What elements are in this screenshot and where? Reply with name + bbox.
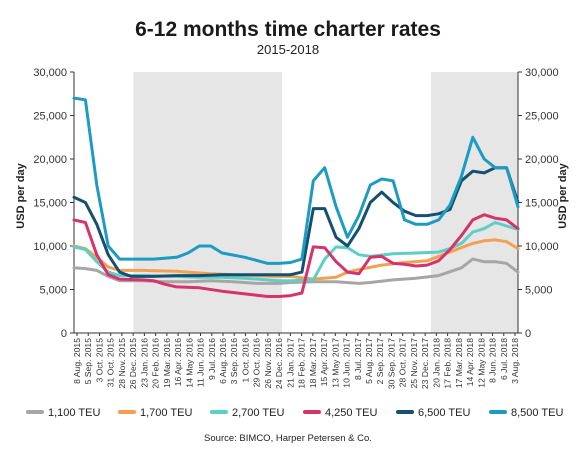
x-tick-label: 13 May 2017 — [330, 338, 340, 388]
y-tick-label-right: 20,000 — [525, 154, 559, 166]
y-tick-label-left: 20,000 — [33, 154, 67, 166]
y-tick-label-left: 15,000 — [33, 198, 67, 210]
y-tick-label-left: 10,000 — [33, 241, 67, 253]
x-tick-label: 10 Jun. 2017 — [342, 338, 352, 388]
x-tick-label: 8 Aug. 2015 — [72, 338, 82, 384]
chart-title: 6-12 months time charter rates — [135, 18, 441, 41]
y-tick-label-right: 15,000 — [525, 198, 559, 210]
x-tick-label: 17 Feb. 2018 — [443, 338, 453, 389]
x-tick-label: 6 Aug. 2016 — [218, 338, 228, 384]
x-tick-label: 14 Apr. 2018 — [465, 338, 475, 386]
x-tick-label: 17 Mar. 2018 — [454, 338, 464, 388]
x-tick-label: 24 Dec. 2016 — [274, 338, 284, 389]
x-tick-label: 16 Apr. 2016 — [173, 338, 183, 386]
legend-label-8-500-teu: 8,500 TEU — [511, 407, 563, 419]
x-tick-label: 14 May 2016 — [184, 338, 194, 388]
series-line-4-250-teu — [72, 213, 520, 298]
x-tick-label: 6 Jul. 2018 — [499, 338, 509, 380]
y-axis-label-right: USD per day — [557, 162, 569, 228]
x-tick-label: 12 May 2018 — [476, 338, 486, 388]
x-tick-label: 18 Mar. 2017 — [308, 338, 318, 388]
y-tick-label-left: 0 — [61, 328, 67, 340]
chart-subtitle: 2015-2018 — [257, 42, 319, 57]
x-tick-label: 23 Dec. 2017 — [420, 338, 430, 389]
x-tick-label: 11 Jun. 2016 — [196, 338, 206, 387]
y-tick-label-left: 5,000 — [39, 285, 67, 297]
y-tick-label-right: 5,000 — [525, 285, 553, 297]
x-tick-label: 26 Dec. 2015 — [128, 338, 138, 389]
series-line-6-500-teu — [72, 166, 520, 278]
legend-label-1-700-teu: 1,700 TEU — [140, 407, 192, 419]
x-tick-label: 15 Apr. 2017 — [319, 338, 329, 386]
x-tick-label: 26 Nov. 2016 — [263, 338, 273, 389]
x-tick-label: 18 Feb. 2017 — [297, 338, 307, 389]
y-tick-label-right: 30,000 — [525, 67, 559, 79]
x-tick-label: 8 Jul. 2017 — [353, 338, 363, 380]
shaded-band-0 — [133, 72, 282, 333]
y-axis-label-left: USD per day — [15, 162, 27, 228]
series-lines — [72, 96, 520, 298]
legend-label-6-500-teu: 6,500 TEU — [418, 407, 470, 419]
x-tick-label: 28 Nov. 2015 — [117, 338, 127, 389]
x-tick-label: 3 Oct. 2015 — [94, 338, 104, 383]
y-tick-label-right: 0 — [525, 328, 531, 340]
series-line-1-100-teu — [72, 257, 520, 285]
x-tick-label: 29 Oct. 2016 — [252, 338, 262, 387]
x-tick-label: 2 Sep. 2017 — [375, 338, 385, 385]
x-tick-label: 28 Oct. 2017 — [398, 338, 408, 387]
y-tick-label-right: 25,000 — [525, 111, 559, 123]
x-tick-label: 9 Jul. 2016 — [207, 338, 217, 380]
source-note: Source: BIMCO, Harper Petersen & Co. — [204, 433, 372, 444]
x-tick-label: 31 Oct. 2015 — [106, 338, 116, 387]
x-tick-label: 23 Jan. 2016 — [139, 338, 149, 388]
x-tick-label: 19 Mar. 2016 — [162, 338, 172, 388]
legend-label-4-250-teu: 4,250 TEU — [325, 407, 377, 419]
x-tick-label: 20 Jan. 2018 — [431, 338, 441, 388]
y-tick-label-left: 30,000 — [33, 67, 67, 79]
shaded-band-1 — [430, 72, 518, 333]
x-tick-label: 21 Jan. 2017 — [285, 338, 295, 388]
x-tick-label: 1 Oct. 2016 — [240, 338, 250, 383]
y-tick-label-left: 25,000 — [33, 111, 67, 123]
series-line-8-500-teu — [72, 96, 520, 265]
shaded-year-bands — [133, 72, 518, 333]
axes: 0 0 5,000 5,000 10,000 10,000 15,000 15,000 20,0… — [33, 67, 558, 389]
x-tick-label: 5 Aug. 2017 — [364, 338, 374, 384]
x-tick-label: 3 Sep. 2016 — [229, 338, 239, 385]
y-tick-label-right: 10,000 — [525, 241, 559, 253]
x-tick-label: 30 Sep. 2017 — [386, 338, 396, 389]
x-tick-label: 3 Aug. 2018 — [510, 338, 520, 384]
legend-label-2-700-teu: 2,700 TEU — [232, 407, 284, 419]
x-tick-label: 8 Jun. 2018 — [488, 338, 498, 383]
legend: 1,100 TEU 1,700 TEU 2,700 TEU 4,250 TEU 6,50… — [26, 407, 563, 419]
x-tick-label: 5 Sep. 2015 — [83, 338, 93, 385]
x-tick-label: 20 Feb. 2016 — [151, 338, 161, 389]
legend-label-1-100-teu: 1,100 TEU — [48, 407, 100, 419]
x-tick-label: 25 Nov. 2017 — [409, 338, 419, 389]
